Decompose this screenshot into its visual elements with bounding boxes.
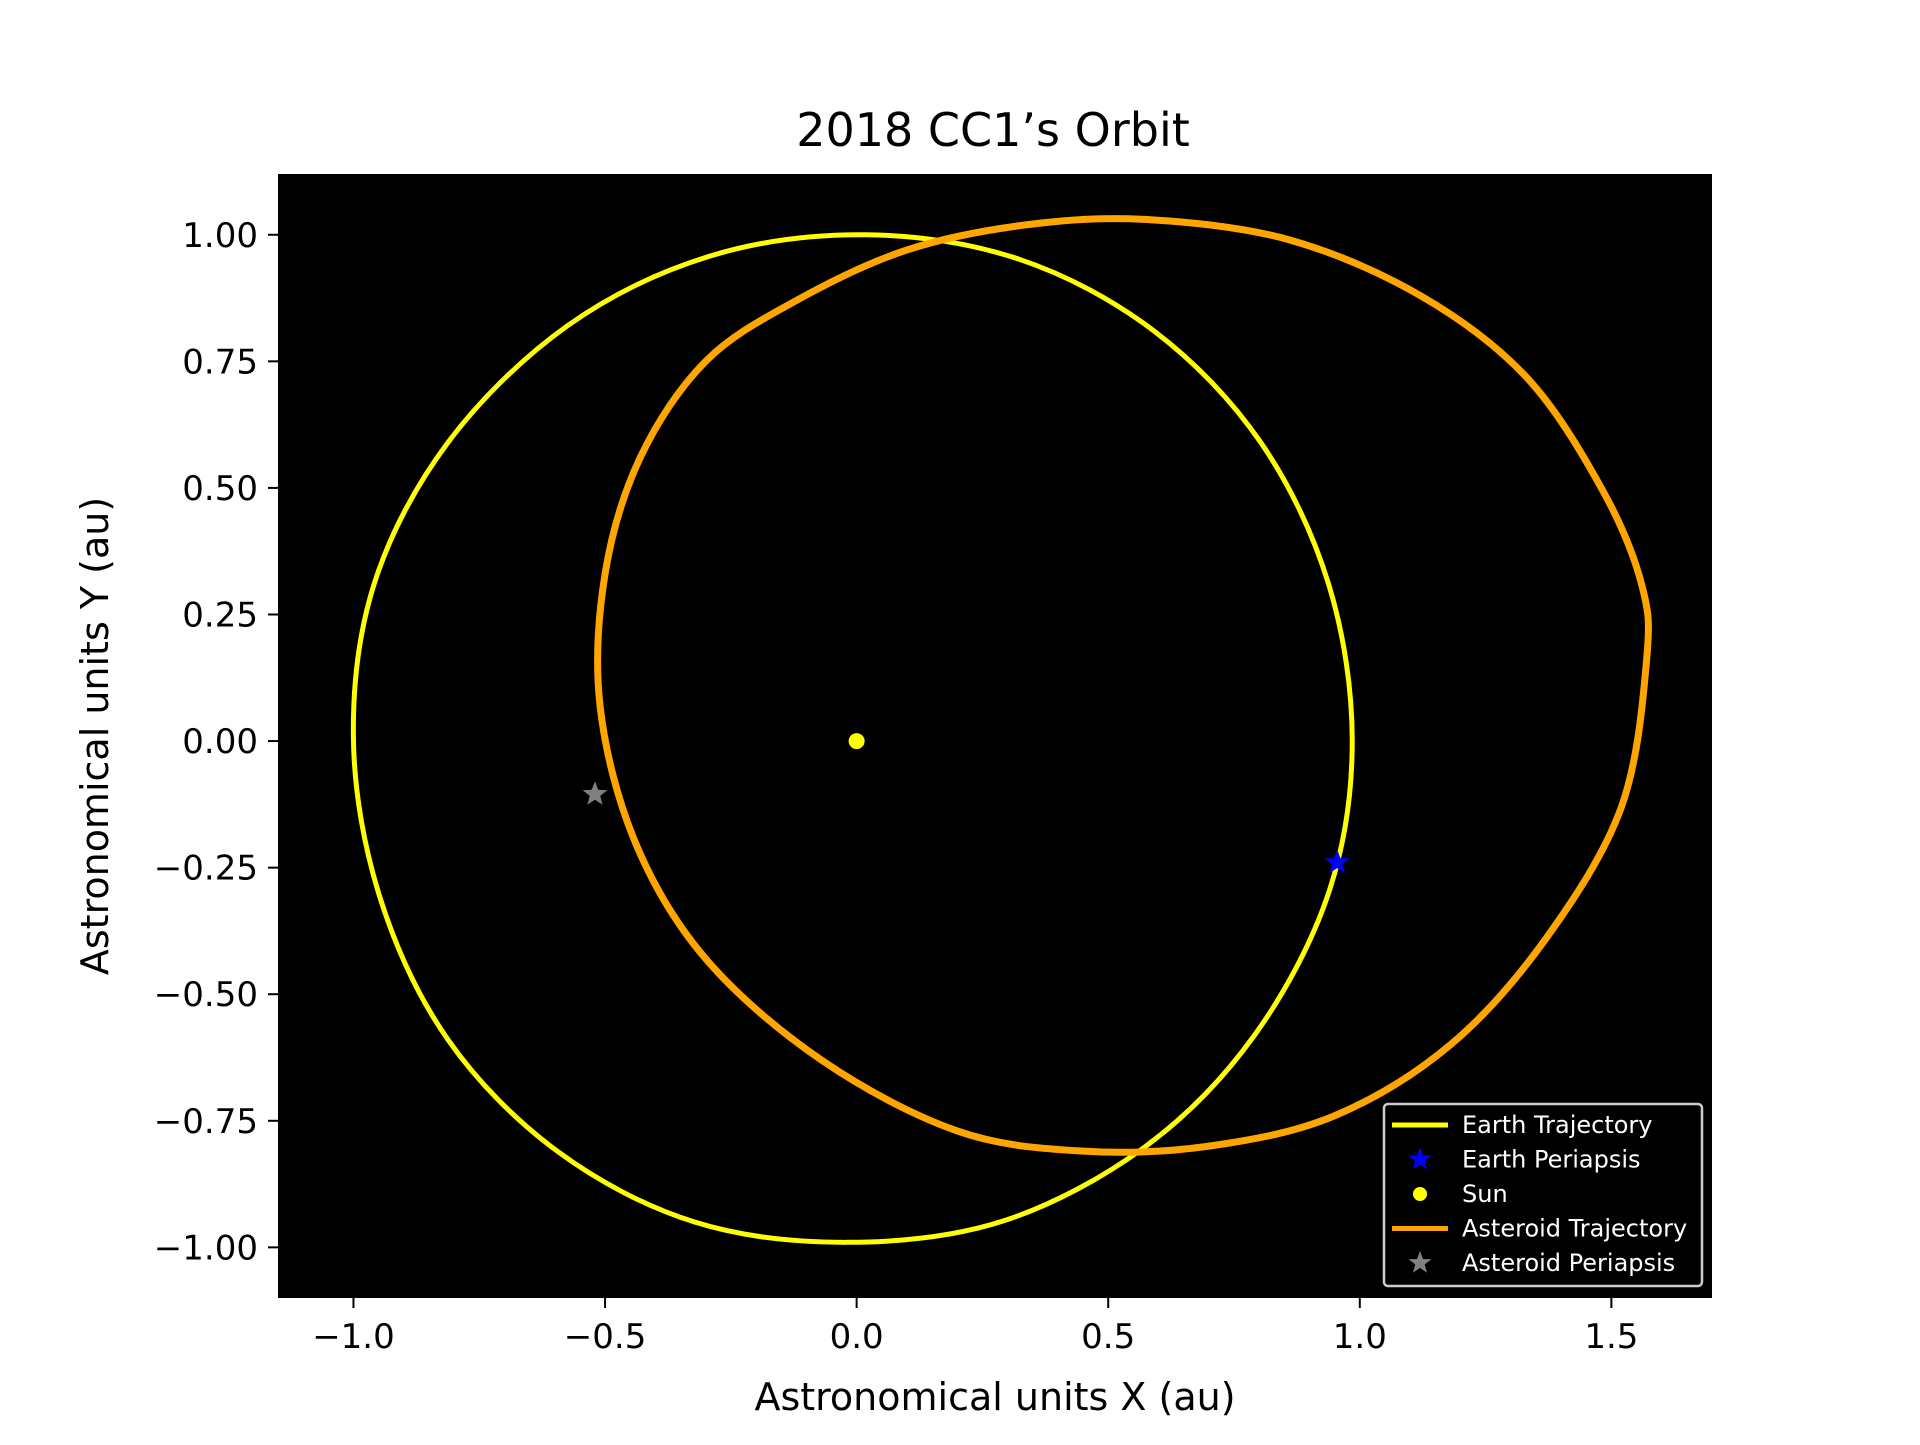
- series-layer: [350, 215, 1652, 1245]
- legend-label: Earth Trajectory: [1462, 1111, 1653, 1139]
- y-tick-label: −0.75: [154, 1102, 258, 1142]
- series-marker-circle-2: [848, 733, 865, 750]
- x-tick-label: 0.0: [830, 1317, 884, 1357]
- x-tick-label: 0.5: [1081, 1317, 1135, 1357]
- series-line-3: [594, 215, 1652, 1156]
- y-tick-label: 0.00: [182, 722, 258, 762]
- legend-label: Asteroid Trajectory: [1462, 1215, 1687, 1243]
- x-tick-label: −0.5: [564, 1317, 647, 1357]
- y-tick-label: 0.25: [182, 595, 258, 635]
- y-tick-label: −0.50: [154, 975, 258, 1015]
- series-marker-star-1: [1324, 849, 1350, 874]
- legend: Earth Trajectory Earth Periapsis Sun Astero…: [1382, 1102, 1704, 1288]
- legend-label: Earth Periapsis: [1462, 1146, 1641, 1174]
- y-tick-label: 1.00: [182, 216, 258, 256]
- legend-swatch-star: [1408, 1251, 1432, 1273]
- legend-label: Asteroid Periapsis: [1462, 1249, 1675, 1277]
- chart-title: 2018 CC1’s Orbit: [796, 103, 1190, 157]
- y-axis: 1.00 0.75 0.50 0.25 0.00 −0.25 −0.50 −0.75 −1.00: [154, 216, 278, 1268]
- x-axis-label: Astronomical units X (au): [754, 1375, 1235, 1419]
- y-axis-label: Astronomical units Y (au): [73, 497, 117, 975]
- legend-label: Sun: [1462, 1180, 1508, 1208]
- series-marker-star-4: [582, 781, 608, 805]
- x-tick-label: 1.5: [1584, 1317, 1638, 1357]
- y-tick-label: −0.25: [154, 849, 258, 889]
- y-tick-label: 0.75: [182, 342, 258, 382]
- legend-swatch-star: [1408, 1147, 1432, 1170]
- series-line-0: [350, 232, 1355, 1245]
- y-tick-label: −1.00: [154, 1228, 258, 1268]
- x-tick-label: 1.0: [1333, 1317, 1387, 1357]
- y-tick-label: 0.50: [182, 469, 258, 509]
- legend-swatch-circle: [1413, 1187, 1427, 1201]
- x-tick-label: −1.0: [312, 1317, 395, 1357]
- x-axis: −1.0 −0.5 0.0 0.5 1.0 1.5: [312, 1298, 1638, 1357]
- legend-box: [1382, 1102, 1704, 1288]
